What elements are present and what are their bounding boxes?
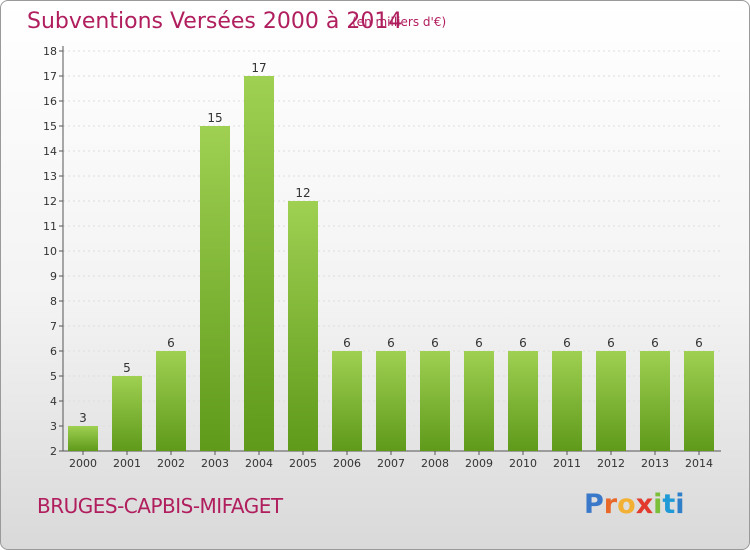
x-tick-label: 2014: [685, 457, 713, 470]
data-label: 3: [79, 411, 87, 425]
bar-2010: [508, 351, 538, 451]
data-label: 6: [695, 336, 703, 350]
data-label: 6: [167, 336, 175, 350]
y-tick-label: 5: [50, 370, 57, 383]
data-label: 6: [431, 336, 439, 350]
data-label: 6: [343, 336, 351, 350]
chart-subtitle: (en milliers d'€): [352, 15, 447, 29]
bar-2013: [640, 351, 670, 451]
x-tick-label: 2011: [553, 457, 581, 470]
data-label: 6: [519, 336, 527, 350]
data-label: 6: [651, 336, 659, 350]
chart-title: Subventions Versées 2000 à 2014: [27, 9, 403, 34]
y-tick-label: 13: [43, 170, 57, 183]
data-label: 17: [251, 61, 266, 75]
bar-2005: [288, 201, 318, 451]
x-tick-label: 2001: [113, 457, 141, 470]
y-tick-label: 15: [43, 120, 57, 133]
commune-name: BRUGES-CAPBIS-MIFAGET: [37, 494, 283, 518]
bar-2011: [552, 351, 582, 451]
y-tick-label: 18: [43, 45, 57, 58]
y-tick-label: 6: [50, 345, 57, 358]
bar-2014: [684, 351, 714, 451]
x-tick-label: 2012: [597, 457, 625, 470]
bar-2012: [596, 351, 626, 451]
x-tick-label: 2005: [289, 457, 317, 470]
bar-2006: [332, 351, 362, 451]
x-tick-label: 2002: [157, 457, 185, 470]
x-tick-label: 2008: [421, 457, 449, 470]
data-label: 6: [475, 336, 483, 350]
bar-2001: [112, 376, 142, 451]
labels: 3 2000 5 2001 6 2002 15 2003 17 2004 12 2005 6 2006 6 2…: [69, 61, 713, 470]
x-tick-label: 2000: [69, 457, 97, 470]
x-tick-label: 2004: [245, 457, 273, 470]
y-tick-label: 3: [50, 420, 57, 433]
y-tick-label: 2: [50, 445, 57, 458]
bar-2009: [464, 351, 494, 451]
proxiti-logo[interactable]: Proxiti: [584, 489, 685, 520]
y-tick-label: 10: [43, 245, 57, 258]
x-tick-label: 2006: [333, 457, 361, 470]
bars: [68, 76, 714, 451]
y-tick-label: 17: [43, 70, 57, 83]
y-tick-label: 9: [50, 270, 57, 283]
data-label: 6: [607, 336, 615, 350]
y-tick-label: 8: [50, 295, 57, 308]
y-tick-label: 16: [43, 95, 57, 108]
data-label: 6: [563, 336, 571, 350]
bar-2007: [376, 351, 406, 451]
x-tick-label: 2013: [641, 457, 669, 470]
data-label: 6: [387, 336, 395, 350]
y-tick-label: 14: [43, 145, 57, 158]
y-tick-label: 4: [50, 395, 57, 408]
x-tick-label: 2009: [465, 457, 493, 470]
bar-2003: [200, 126, 230, 451]
x-tick-label: 2010: [509, 457, 537, 470]
x-tick-label: 2003: [201, 457, 229, 470]
bar-2008: [420, 351, 450, 451]
y-tick-label: 7: [50, 320, 57, 333]
bar-2000: [68, 426, 98, 451]
bar-2002: [156, 351, 186, 451]
data-label: 12: [295, 186, 310, 200]
bar-2004: [244, 76, 274, 451]
data-label: 5: [123, 361, 131, 375]
y-tick-label: 11: [43, 220, 57, 233]
y-tick-label: 12: [43, 195, 57, 208]
data-label: 15: [207, 111, 222, 125]
x-tick-label: 2007: [377, 457, 405, 470]
